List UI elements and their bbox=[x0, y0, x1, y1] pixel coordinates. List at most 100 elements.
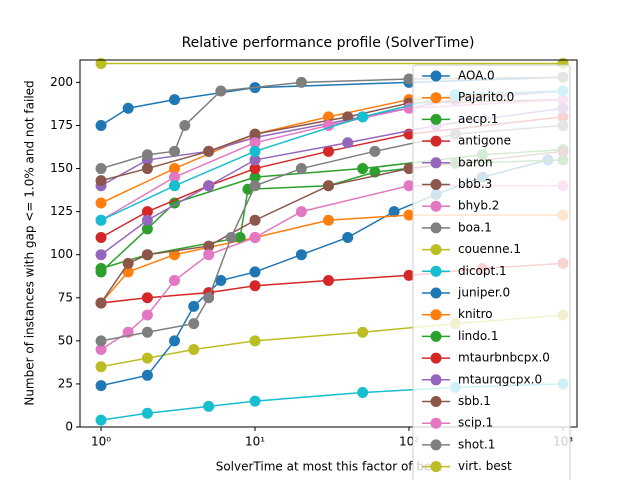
data-point bbox=[141, 326, 153, 338]
y-tick-label: 200 bbox=[50, 75, 73, 89]
legend-label: bbb.3 bbox=[458, 177, 492, 191]
data-point bbox=[322, 214, 334, 226]
chart-title: Relative performance profile (SolverTime… bbox=[182, 35, 475, 51]
legend-label: lindo.1 bbox=[458, 329, 498, 343]
data-point bbox=[95, 380, 107, 392]
data-point bbox=[322, 180, 334, 192]
data-point bbox=[249, 266, 261, 278]
data-point bbox=[322, 275, 334, 287]
data-point bbox=[188, 318, 200, 330]
data-point bbox=[141, 214, 153, 226]
data-point bbox=[322, 145, 334, 157]
data-point bbox=[249, 280, 261, 292]
data-point bbox=[234, 231, 246, 243]
data-point bbox=[141, 407, 153, 419]
data-point bbox=[249, 154, 261, 166]
data-point bbox=[357, 111, 369, 123]
legend-label: boa.1 bbox=[458, 220, 492, 234]
data-point bbox=[203, 145, 215, 157]
data-point bbox=[122, 266, 134, 278]
y-tick-label: 25 bbox=[58, 376, 73, 390]
data-point bbox=[249, 180, 261, 192]
data-point bbox=[95, 361, 107, 373]
data-point bbox=[95, 262, 107, 274]
data-point bbox=[249, 335, 261, 347]
data-point bbox=[141, 352, 153, 364]
legend-marker bbox=[430, 200, 442, 212]
legend-marker bbox=[430, 417, 442, 429]
legend-label: couenne.1 bbox=[458, 242, 521, 256]
data-point bbox=[403, 269, 415, 281]
data-point bbox=[249, 137, 261, 149]
data-point bbox=[179, 119, 191, 131]
data-point bbox=[249, 214, 261, 226]
data-point bbox=[403, 209, 415, 221]
data-point bbox=[342, 231, 354, 243]
legend-marker bbox=[430, 287, 442, 299]
data-point bbox=[342, 111, 354, 123]
legend-label: aecp.1 bbox=[458, 112, 498, 126]
legend-label: mtaurqgcpx.0 bbox=[458, 372, 542, 386]
data-point bbox=[169, 335, 181, 347]
data-point bbox=[141, 149, 153, 161]
data-point bbox=[249, 145, 261, 157]
legend-label: dicopt.1 bbox=[458, 264, 507, 278]
data-point bbox=[169, 171, 181, 183]
legend-label: knitro bbox=[458, 307, 493, 321]
data-point bbox=[169, 145, 181, 157]
data-point bbox=[249, 163, 261, 175]
data-point bbox=[122, 257, 134, 269]
y-axis-label: Number of instances with gap <= 1.0% and… bbox=[23, 80, 37, 405]
data-point bbox=[403, 180, 415, 192]
data-point bbox=[249, 128, 261, 140]
legend-label: shot.1 bbox=[458, 437, 495, 451]
legend-marker bbox=[430, 179, 442, 190]
legend-label: bhyb.2 bbox=[458, 199, 499, 213]
data-point bbox=[249, 231, 261, 243]
data-point bbox=[249, 171, 261, 183]
data-point bbox=[357, 387, 369, 399]
data-point bbox=[388, 206, 400, 218]
data-point bbox=[203, 249, 215, 261]
legend-label: AOA.0 bbox=[458, 69, 495, 83]
legend-marker bbox=[430, 396, 442, 407]
data-point bbox=[169, 275, 181, 287]
y-tick-label: 150 bbox=[50, 161, 73, 175]
legend-label: virt. best bbox=[458, 459, 512, 473]
legend-marker bbox=[430, 70, 442, 82]
legend-label: Pajarito.0 bbox=[458, 90, 514, 104]
y-tick-label: 0 bbox=[65, 420, 73, 434]
legend-marker bbox=[430, 309, 442, 321]
data-point bbox=[295, 249, 307, 261]
data-point bbox=[403, 73, 415, 85]
data-point bbox=[225, 231, 237, 243]
data-point bbox=[95, 414, 107, 426]
y-tick-label: 75 bbox=[58, 290, 73, 304]
data-point bbox=[95, 343, 107, 355]
legend-marker bbox=[430, 92, 442, 104]
data-point bbox=[249, 395, 261, 407]
data-point bbox=[357, 326, 369, 338]
data-point bbox=[295, 206, 307, 218]
data-point bbox=[141, 369, 153, 381]
legend-marker bbox=[430, 461, 442, 473]
legend-label: scip.1 bbox=[458, 416, 493, 430]
legend-marker bbox=[430, 157, 442, 169]
axes-frame bbox=[79, 59, 578, 428]
legend-marker bbox=[430, 244, 442, 256]
data-point bbox=[95, 119, 107, 131]
y-tick-label: 125 bbox=[50, 204, 73, 218]
data-point bbox=[203, 240, 215, 252]
legend-label: sbb.1 bbox=[458, 394, 491, 408]
data-point bbox=[342, 137, 354, 149]
data-point bbox=[203, 180, 215, 192]
data-point bbox=[169, 94, 181, 106]
legend-box bbox=[412, 64, 571, 480]
legend-label: antigone bbox=[458, 134, 511, 148]
data-point bbox=[95, 297, 107, 309]
y-tick-label: 100 bbox=[50, 247, 73, 261]
data-point bbox=[141, 309, 153, 321]
data-point bbox=[122, 102, 134, 114]
legend-marker bbox=[430, 113, 442, 125]
legend-marker bbox=[430, 439, 442, 451]
